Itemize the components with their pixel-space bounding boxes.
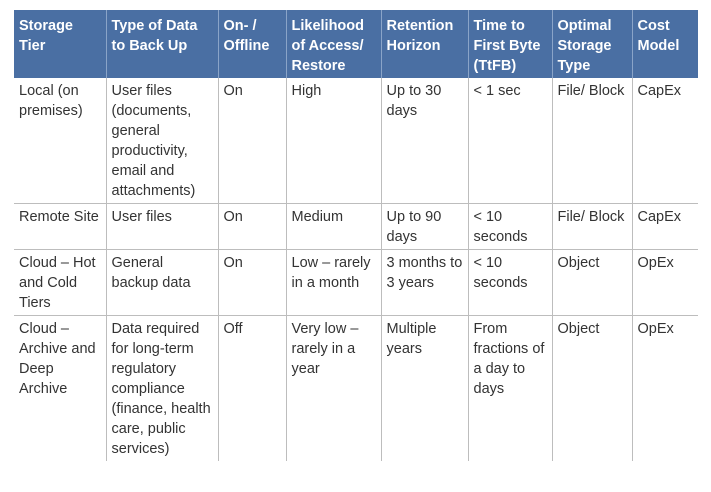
table-row: Local (on premises) User files (document… [14, 78, 698, 204]
cell-type-of-data: Data required for long-term regulatory c… [105, 315, 218, 461]
cell-retention: Multiple years [380, 315, 468, 461]
storage-tier-table-container: Storage Tier Type of Data to Back Up On-… [14, 10, 698, 461]
cell-cost-model: CapEx [631, 203, 698, 250]
header-row: Storage Tier Type of Data to Back Up On-… [14, 10, 698, 78]
cell-storage-tier: Local (on premises) [14, 78, 106, 204]
cell-ttfb: < 10 seconds [467, 203, 552, 250]
cell-storage-tier: Cloud – Hot and Cold Tiers [14, 249, 106, 316]
header-cost-model: Cost Model [631, 10, 698, 78]
cell-type-of-data: General backup data [105, 249, 218, 316]
header-ttfb: Time to First Byte (TtFB) [467, 10, 552, 78]
cell-cost-model: OpEx [631, 315, 698, 461]
cell-type-of-data: User files [105, 203, 218, 250]
cell-retention: Up to 30 days [380, 78, 468, 204]
cell-storage-type: Object [551, 249, 632, 316]
cell-likelihood: Medium [285, 203, 381, 250]
cell-likelihood: High [285, 78, 381, 204]
cell-on-offline: On [217, 78, 286, 204]
cell-storage-type: File/ Block [551, 78, 632, 204]
header-type-of-data: Type of Data to Back Up [105, 10, 218, 78]
cell-ttfb: < 10 seconds [467, 249, 552, 316]
cell-cost-model: CapEx [631, 78, 698, 204]
cell-retention: Up to 90 days [380, 203, 468, 250]
header-storage-tier: Storage Tier [14, 10, 106, 78]
cell-retention: 3 months to 3 years [380, 249, 468, 316]
cell-type-of-data: User files (documents, general productiv… [105, 78, 218, 204]
table-row: Cloud – Archive and Deep Archive Data re… [14, 315, 698, 461]
cell-ttfb: < 1 sec [467, 78, 552, 204]
cell-on-offline: On [217, 203, 286, 250]
cell-cost-model: OpEx [631, 249, 698, 316]
header-retention: Retention Horizon [380, 10, 468, 78]
cell-on-offline: Off [217, 315, 286, 461]
cell-on-offline: On [217, 249, 286, 316]
cell-ttfb: From fractions of a day to days [467, 315, 552, 461]
cell-storage-tier: Cloud – Archive and Deep Archive [19, 321, 96, 397]
cell-likelihood: Low – rarely in a month [285, 249, 381, 316]
cell-storage-tier: Remote Site [14, 203, 106, 250]
storage-tier-table: Storage Tier Type of Data to Back Up On-… [14, 10, 698, 461]
table-row: Remote Site User files On Medium Up to 9… [14, 203, 698, 250]
header-storage-type: Optimal Storage Type [551, 10, 632, 78]
cell-storage-type: File/ Block [551, 203, 632, 250]
header-on-offline: On- / Offline [217, 10, 286, 78]
table-row: Cloud – Hot and Cold Tiers General backu… [14, 249, 698, 316]
header-likelihood: Likelihood of Access/ Restore [285, 10, 381, 78]
cell-storage-type: Object [551, 315, 632, 461]
cell-likelihood: Very low – rarely in a year [285, 315, 381, 461]
